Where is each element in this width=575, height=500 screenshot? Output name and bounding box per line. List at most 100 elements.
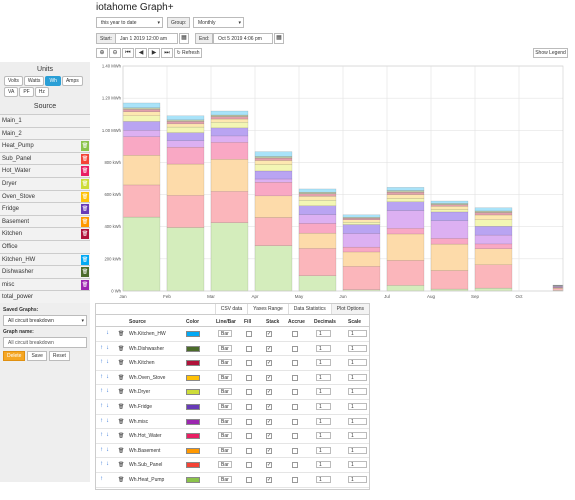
accrue-checkbox[interactable] [292,433,298,440]
move-up-icon[interactable]: ↑ [100,402,103,409]
source-item-heat-pump[interactable]: Heat_Pump 🗑 [0,139,90,152]
color-swatch[interactable] [186,331,200,337]
color-swatch[interactable] [186,403,200,410]
trash-icon[interactable]: 🗑 [118,403,125,410]
source-item-main-1[interactable]: Main_1 [0,114,90,127]
move-up-icon[interactable]: ↑ [100,388,103,395]
save-button[interactable]: Save [27,350,47,361]
period-select[interactable]: this year to date ▾ [96,17,163,28]
zoom-out-icon[interactable]: ⊖ [109,48,121,58]
decimals-stepper[interactable]: 1 [316,475,331,483]
color-swatch[interactable] [186,418,200,425]
fill-checkbox[interactable] [246,389,252,396]
scale-input[interactable]: 1 [348,344,367,352]
scale-input[interactable]: 1 [348,330,367,337]
stack-checkbox[interactable]: ✓ [266,433,272,440]
calendar-icon[interactable]: ▦ [274,33,284,44]
move-up-icon[interactable]: ↑ [100,359,103,366]
color-swatch[interactable] [186,462,200,469]
color-swatch[interactable] [186,447,200,454]
unit-button-hz[interactable]: Hz [34,87,49,97]
trash-icon[interactable]: 🗑 [118,345,125,352]
first-page-icon[interactable]: ⏮ [122,48,134,58]
trash-icon[interactable]: 🗑 [118,331,125,337]
show-legend-button[interactable]: Show Legend [533,48,568,58]
trash-icon[interactable]: 🗑 [118,389,125,396]
fill-checkbox[interactable] [246,331,252,337]
stack-checkbox[interactable]: ✓ [266,345,272,352]
fill-checkbox[interactable] [246,433,252,440]
move-up-icon[interactable]: ↑ [100,373,103,380]
source-item-dishwasher[interactable]: Dishwasher 🗑 [0,265,90,278]
delete-button[interactable]: Delete [3,350,26,361]
trash-icon[interactable]: 🗑 [118,418,125,425]
graph-name-input[interactable]: All circuit breakdown [3,336,87,348]
fill-checkbox[interactable] [246,374,252,381]
accrue-checkbox[interactable] [292,476,298,483]
source-item-basement[interactable]: Basement 🗑 [0,214,90,228]
trash-icon[interactable]: 🗑 [118,462,125,469]
scale-input[interactable]: 1 [348,359,367,367]
color-swatch[interactable] [186,476,200,483]
fill-checkbox[interactable] [246,462,252,469]
group-select[interactable]: Monthly ▾ [193,17,244,28]
trash-icon[interactable]: 🗑 [118,360,125,367]
trash-icon[interactable]: 🗑 [118,447,125,454]
decimals-stepper[interactable]: 1 [316,446,331,454]
move-down-icon[interactable]: ↓ [106,359,109,366]
line-bar-select[interactable]: Bar [218,330,232,337]
trash-icon[interactable]: 🗑 [81,254,89,265]
line-bar-select[interactable]: Bar [218,373,232,381]
unit-button-watts[interactable]: Watts [23,76,45,86]
move-up-icon[interactable]: ↑ [100,461,103,468]
end-input[interactable]: Oct 5 2019 4:06 pm [213,33,273,44]
unit-button-pf[interactable]: PF [19,87,34,97]
decimals-stepper[interactable]: 1 [316,373,331,381]
trash-icon[interactable]: 🗑 [81,267,89,278]
decimals-stepper[interactable]: 1 [316,330,331,337]
unit-button-va[interactable]: VA [4,87,19,97]
accrue-checkbox[interactable] [292,360,298,367]
move-down-icon[interactable]: ↓ [106,373,109,380]
calendar-icon[interactable]: ▦ [179,33,189,44]
decimals-stepper[interactable]: 1 [316,388,331,396]
last-page-icon[interactable]: ⏭ [161,48,173,58]
line-bar-select[interactable]: Bar [218,475,232,483]
fill-checkbox[interactable] [246,360,252,367]
tab-yaxes-range[interactable]: Yaxes Range [247,304,288,314]
move-down-icon[interactable]: ↓ [106,446,109,453]
accrue-checkbox[interactable] [292,389,298,396]
move-up-icon[interactable]: ↑ [100,475,103,482]
previous-icon[interactable]: ◀ [135,48,147,58]
zoom-in-icon[interactable]: ⊕ [96,48,108,58]
scale-input[interactable]: 1 [348,402,367,410]
line-bar-select[interactable]: Bar [218,461,232,469]
stack-checkbox[interactable]: ✓ [266,374,272,381]
scale-input[interactable]: 1 [348,461,367,469]
stack-checkbox[interactable]: ✓ [266,476,272,483]
fill-checkbox[interactable] [246,447,252,454]
accrue-checkbox[interactable] [292,403,298,410]
scale-input[interactable]: 1 [348,432,367,440]
move-down-icon[interactable]: ↓ [106,402,109,409]
source-item-oven-stove[interactable]: Oven_Stove 🗑 [0,189,90,203]
trash-icon[interactable]: 🗑 [81,141,89,152]
move-up-icon[interactable]: ↑ [100,446,103,453]
source-item-main-2[interactable]: Main_2 [0,126,90,140]
accrue-checkbox[interactable] [292,447,298,454]
accrue-checkbox[interactable] [292,462,298,469]
source-item-kitchen[interactable]: Kitchen 🗑 [0,227,90,240]
tab-data-statistics[interactable]: Data Statistics [287,304,331,314]
next-icon[interactable]: ▶ [148,48,160,58]
accrue-checkbox[interactable] [292,331,298,337]
trash-icon[interactable]: 🗑 [81,229,89,240]
source-item-dryer[interactable]: Dryer 🗑 [0,176,90,190]
stack-checkbox[interactable]: ✓ [266,331,272,337]
move-down-icon[interactable]: ↓ [106,330,109,336]
tab-csv-data[interactable]: CSV data [214,304,247,314]
start-input[interactable]: Jan 1 2019 12:00 am [115,33,178,44]
color-swatch[interactable] [186,433,200,440]
trash-icon[interactable]: 🗑 [81,153,89,164]
tab-plot-options[interactable]: Plot Options [330,304,369,314]
line-bar-select[interactable]: Bar [218,432,232,440]
